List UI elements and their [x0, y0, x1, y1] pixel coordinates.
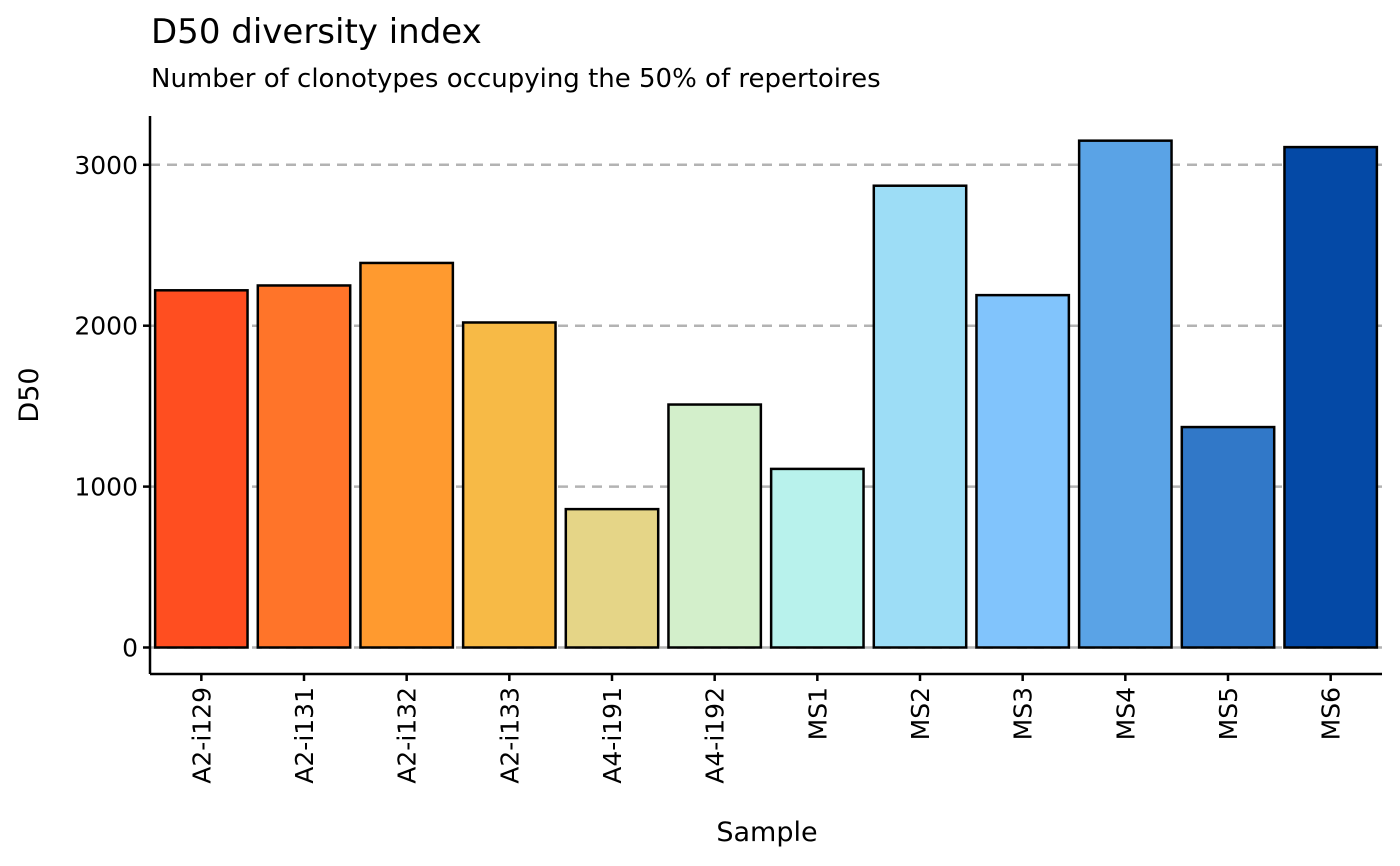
- x-tick-label: A4-i192: [701, 687, 730, 784]
- y-tick-label: 3000: [74, 151, 138, 180]
- bar-MS5: [1180, 425, 1276, 649]
- x-axis-title: Sample: [716, 817, 817, 848]
- x-tick-label: A2-i133: [495, 687, 524, 784]
- y-tick-label: 2000: [74, 312, 138, 341]
- x-tick-label: MS5: [1214, 687, 1243, 740]
- x-tick-label: A2-i129: [187, 687, 216, 784]
- y-tick-label: 1000: [74, 473, 138, 502]
- bar-MS2: [872, 184, 968, 649]
- axes: [148, 116, 1382, 676]
- bar-MS4: [1077, 139, 1173, 649]
- x-tick-label: MS3: [1009, 687, 1038, 740]
- x-tick-label: A4-i191: [598, 687, 627, 784]
- bar-A2-i129: [153, 289, 249, 649]
- x-tick-label: MS1: [803, 687, 832, 740]
- x-tick-label: MS6: [1317, 687, 1346, 740]
- x-tick-label: A2-i131: [290, 687, 319, 784]
- chart-subtitle: Number of clonotypes occupying the 50% o…: [151, 64, 881, 94]
- bar-A4-i191: [564, 507, 660, 649]
- bar-MS1: [769, 467, 865, 649]
- gridlines: [150, 163, 1382, 649]
- y-tick-label: 0: [122, 634, 138, 663]
- bar-A2-i132: [359, 261, 455, 649]
- bar-A4-i192: [667, 403, 763, 649]
- x-tick-label: MS4: [1111, 687, 1140, 740]
- bars: [153, 139, 1379, 649]
- bar-A2-i133: [461, 321, 557, 649]
- bar-A2-i131: [256, 284, 352, 649]
- x-tick-label: A2-i132: [393, 687, 422, 784]
- bar-MS3: [975, 293, 1071, 649]
- chart-title: D50 diversity index: [151, 12, 482, 52]
- y-axis-title: D50: [14, 367, 45, 422]
- x-tick-label: MS2: [906, 687, 935, 740]
- x-ticks: A2-i129 A2-i131 A2-i132 A2-i133 A4-i191 A4-i1…: [187, 674, 1346, 784]
- bar-MS6: [1283, 145, 1379, 649]
- y-ticks: 0 1000 2000 3000: [74, 151, 150, 663]
